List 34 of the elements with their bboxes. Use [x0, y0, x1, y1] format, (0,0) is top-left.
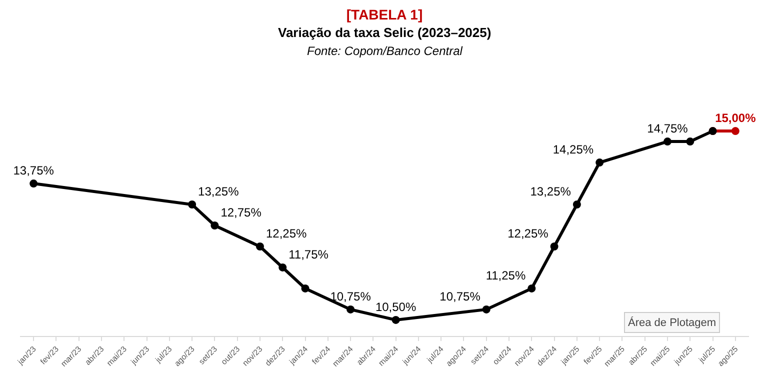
point [550, 242, 558, 250]
data-label: 11,75% [288, 247, 329, 262]
point [686, 138, 694, 146]
data-label: 13,25% [530, 184, 572, 199]
point [392, 316, 400, 324]
data-label: 11,25% [486, 268, 526, 282]
point [346, 305, 355, 314]
data-label: 15,00% [715, 111, 756, 126]
data-label: 13,75% [13, 164, 54, 178]
point [256, 242, 264, 250]
point [572, 200, 581, 209]
point [731, 127, 740, 136]
data-label: 10,50% [375, 300, 416, 314]
point [301, 284, 310, 292]
point [188, 200, 196, 209]
data-label: 12,75% [220, 206, 262, 220]
data-label: 13,25% [198, 184, 240, 199]
data-label: 14,75% [647, 122, 688, 136]
point [664, 138, 672, 146]
chart-subtitle: Variação da taxa Selic (2023–2025) [278, 25, 492, 40]
point [210, 222, 219, 230]
annotation: Área de Plotagem [628, 316, 716, 329]
point [278, 263, 287, 272]
chart-title: [TABELA 1] [346, 6, 423, 22]
point [482, 305, 490, 314]
data-label: 10,75% [440, 289, 481, 304]
data-label: 14,25% [552, 142, 594, 157]
source-note: Fonte: Copom/Banco Central [307, 44, 463, 58]
point [30, 180, 38, 188]
point [528, 284, 536, 292]
point [596, 158, 604, 167]
data-label: 10,75% [330, 289, 372, 304]
data-label: 12,25% [508, 226, 549, 240]
data-label: 12,25% [266, 226, 308, 240]
